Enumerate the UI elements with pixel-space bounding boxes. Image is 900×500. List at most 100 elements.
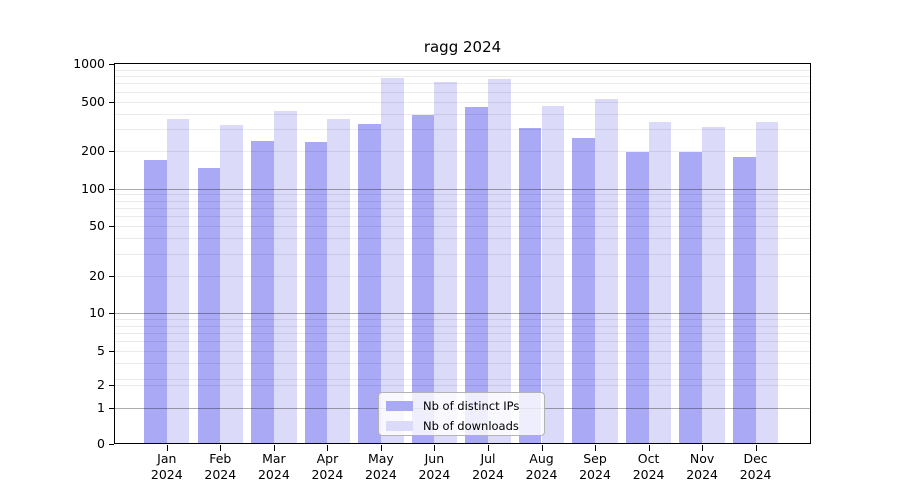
gridline-minor xyxy=(115,76,811,78)
x-tick-label: Jun 2024 xyxy=(418,451,451,482)
x-tick-label: Jan 2024 xyxy=(150,451,183,482)
gridline-minor xyxy=(115,208,811,209)
y-tick-label: 0 xyxy=(97,436,105,451)
bar-downloads xyxy=(380,77,404,444)
y-tick xyxy=(109,444,114,445)
gridline-minor xyxy=(115,385,811,386)
x-tick xyxy=(702,445,704,451)
y-tick-label: 50 xyxy=(89,218,105,234)
gridline-minor xyxy=(115,83,811,85)
bar-downloads xyxy=(648,121,672,444)
legend-swatch-downloads-icon xyxy=(386,421,413,431)
x-tick xyxy=(541,445,543,451)
gridline-major xyxy=(115,313,811,315)
bar-distinct-ips xyxy=(465,106,488,444)
y-tick xyxy=(109,275,114,277)
x-tick-label: Dec 2024 xyxy=(739,451,772,482)
x-tick xyxy=(380,445,382,451)
x-tick xyxy=(220,445,222,451)
gridline-minor xyxy=(115,91,811,93)
bar-distinct-ips xyxy=(679,152,703,444)
bar-distinct-ips xyxy=(732,156,756,444)
y-tick-label: 1000 xyxy=(73,56,105,71)
bar-distinct-ips xyxy=(518,128,542,444)
legend-item-distinct-ips: Nb of distinct IPs xyxy=(379,396,519,416)
bar-distinct-ips xyxy=(572,138,595,444)
x-tick xyxy=(166,445,168,451)
gridline-minor xyxy=(115,238,811,240)
x-tick-label: May 2024 xyxy=(364,451,397,482)
bar-distinct-ips xyxy=(251,141,274,444)
x-tick-label: Mar 2024 xyxy=(257,451,290,482)
plot-frame xyxy=(114,63,811,444)
legend-item-downloads: Nb of downloads xyxy=(379,416,519,436)
x-tick-label: Jul 2024 xyxy=(472,451,504,482)
gridline-minor xyxy=(115,216,811,218)
y-tick-label: 20 xyxy=(89,267,105,283)
bar-distinct-ips xyxy=(304,142,328,444)
gridline-minor xyxy=(115,101,811,103)
x-tick xyxy=(273,445,275,451)
bar-distinct-ips xyxy=(411,115,435,444)
x-tick-label: Oct 2024 xyxy=(632,451,665,482)
gridline-minor xyxy=(115,151,811,153)
gridline-minor xyxy=(115,341,811,343)
y-tick-label: 1 xyxy=(97,399,105,415)
y-tick-label: 5 xyxy=(97,342,105,358)
x-tick xyxy=(648,445,650,451)
gridline-minor xyxy=(115,332,811,334)
gridline-minor xyxy=(115,275,811,277)
gridline-minor xyxy=(115,325,811,327)
bar-downloads xyxy=(273,111,297,444)
gridline-minor xyxy=(115,363,811,364)
gridline-minor xyxy=(115,194,811,196)
bar-downloads xyxy=(434,81,458,444)
gridline-minor xyxy=(115,319,811,321)
bar-downloads xyxy=(702,127,725,444)
legend-swatch-distinct-ips-icon xyxy=(386,401,413,411)
y-tick xyxy=(109,385,114,386)
gridline-minor xyxy=(115,69,811,71)
bar-distinct-ips xyxy=(358,124,381,444)
x-tick-label: Feb 2024 xyxy=(204,451,237,482)
gridline-minor xyxy=(115,350,811,352)
y-tick-label: 100 xyxy=(81,180,105,196)
bar-distinct-ips xyxy=(625,152,649,444)
x-tick xyxy=(595,445,596,451)
y-tick-label: 500 xyxy=(81,93,105,109)
y-tick xyxy=(109,407,114,409)
gridline-minor xyxy=(115,226,811,228)
bar-distinct-ips xyxy=(197,167,221,444)
y-tick xyxy=(109,350,114,352)
bar-downloads xyxy=(220,124,243,444)
legend-label: Nb of distinct IPs xyxy=(423,399,520,413)
bar-downloads xyxy=(755,121,779,444)
gridline-minor xyxy=(115,200,811,202)
y-tick xyxy=(109,151,114,153)
x-tick xyxy=(434,445,436,451)
x-tick-label: Sep 2024 xyxy=(579,451,611,482)
x-tick xyxy=(327,445,329,451)
gridline-minor xyxy=(115,378,811,380)
y-tick xyxy=(109,101,114,103)
y-tick xyxy=(109,313,114,315)
y-tick-label: 10 xyxy=(89,305,105,321)
x-tick xyxy=(488,445,489,451)
y-tick xyxy=(109,64,114,65)
bar-downloads xyxy=(327,119,351,444)
y-tick xyxy=(109,188,114,190)
x-tick-label: Apr 2024 xyxy=(311,451,344,482)
legend: Nb of distinct IPs Nb of downloads xyxy=(378,392,545,436)
gridline-major xyxy=(115,188,811,190)
y-tick-label: 200 xyxy=(81,143,105,159)
bar-distinct-ips xyxy=(144,160,167,444)
x-tick-label: Nov 2024 xyxy=(686,451,718,482)
gridline-minor xyxy=(115,253,811,255)
gridline-minor xyxy=(115,129,811,131)
bar-downloads xyxy=(166,119,190,444)
x-tick-label: Aug 2024 xyxy=(525,451,558,482)
